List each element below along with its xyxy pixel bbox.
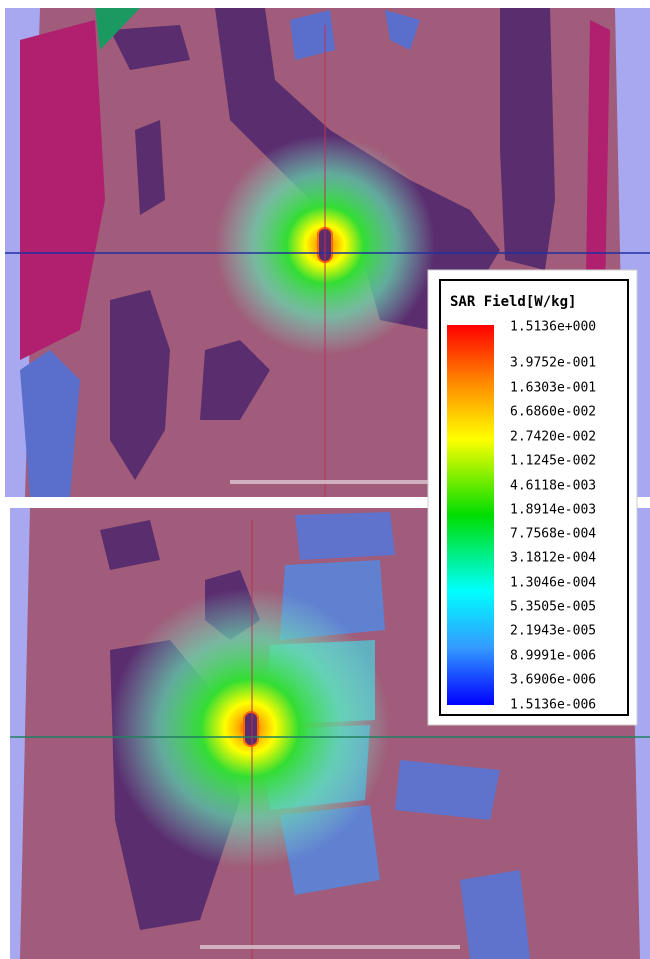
color-bar	[447, 325, 494, 705]
legend-label: 2.7420e-002	[510, 430, 596, 445]
legend-label: 1.5136e-006	[510, 698, 596, 713]
legend-label: 1.6303e-001	[510, 381, 596, 396]
legend-label: 8.9991e-006	[510, 649, 596, 664]
legend-label: 3.1812e-004	[510, 551, 596, 566]
legend-label: 1.8914e-003	[510, 503, 596, 518]
legend-label: 3.6906e-006	[510, 673, 596, 688]
legend-label: 1.1245e-002	[510, 454, 596, 469]
legend-label: 5.3505e-005	[510, 600, 596, 615]
legend-frame	[439, 279, 629, 716]
legend-label: 1.5136e+000	[510, 320, 596, 335]
legend-label: 4.6118e-003	[510, 479, 596, 494]
legend-label: 7.7568e-004	[510, 527, 596, 542]
legend-label: 1.3046e-004	[510, 576, 596, 591]
legend-title: SAR Field[W/kg]	[450, 294, 576, 310]
legend: SAR Field[W/kg]	[427, 269, 638, 726]
legend-label: 3.9752e-001	[510, 356, 596, 371]
legend-label: 2.1943e-005	[510, 624, 596, 639]
legend-label: 6.6860e-002	[510, 405, 596, 420]
